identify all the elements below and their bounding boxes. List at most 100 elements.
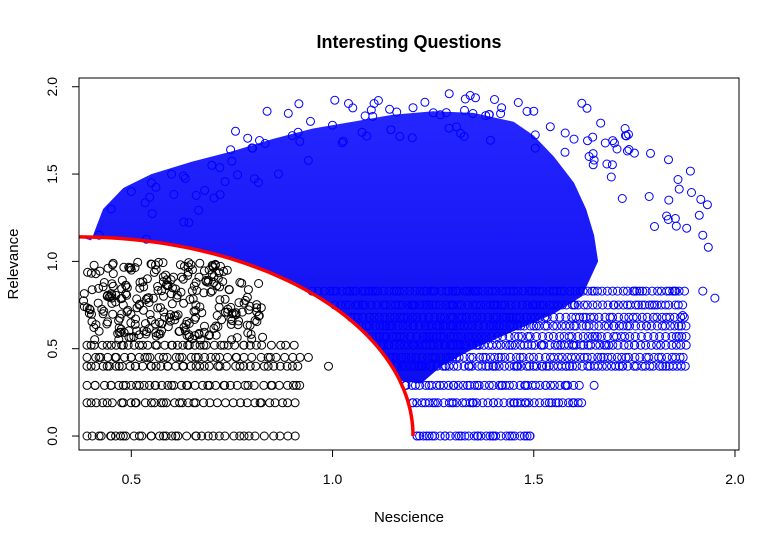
data-point	[504, 332, 514, 341]
data-point	[602, 159, 612, 169]
data-point	[167, 169, 177, 179]
data-point	[534, 352, 544, 362]
data-point	[485, 135, 495, 145]
data-point	[531, 380, 540, 390]
data-point	[448, 352, 458, 362]
data-point	[675, 352, 685, 362]
chart-title: Interesting Questions	[316, 32, 501, 52]
data-point	[661, 361, 671, 371]
data-point	[288, 380, 298, 390]
data-point	[679, 312, 689, 322]
data-point	[513, 98, 523, 107]
data-point	[676, 361, 686, 371]
data-point	[249, 380, 259, 390]
data-point	[462, 286, 472, 296]
data-point	[667, 340, 677, 350]
data-point	[530, 312, 540, 322]
data-point	[82, 398, 92, 408]
data-point	[235, 431, 245, 441]
data-point	[569, 398, 579, 408]
data-point	[462, 380, 472, 390]
data-point	[165, 313, 174, 323]
data-point	[201, 276, 211, 285]
data-point	[624, 340, 634, 350]
data-point	[710, 293, 720, 303]
data-point	[406, 352, 416, 362]
data-point	[160, 312, 169, 322]
data-point	[87, 431, 97, 441]
data-point	[361, 321, 371, 331]
data-point	[676, 340, 686, 350]
data-point	[133, 257, 143, 267]
data-point	[542, 312, 552, 322]
data-point	[138, 305, 148, 315]
data-point	[401, 352, 411, 362]
data-point	[479, 380, 489, 390]
data-point	[353, 312, 363, 322]
data-point	[395, 340, 404, 350]
data-point	[410, 380, 420, 390]
data-point	[424, 398, 434, 408]
data-point	[229, 431, 239, 441]
data-point	[494, 352, 504, 362]
data-point	[550, 340, 560, 350]
data-point	[157, 380, 167, 390]
data-point	[516, 340, 526, 350]
data-point	[173, 310, 183, 320]
data-point	[274, 169, 283, 179]
data-point	[648, 361, 658, 371]
data-point	[220, 177, 230, 187]
data-point	[489, 321, 498, 331]
data-point	[431, 352, 441, 362]
data-point	[458, 380, 468, 390]
data-point	[477, 361, 487, 371]
data-point	[200, 321, 209, 331]
data-point	[418, 312, 428, 322]
data-point	[184, 258, 194, 268]
data-point	[509, 286, 519, 296]
data-point	[644, 192, 654, 201]
data-point	[378, 321, 388, 331]
data-point	[481, 431, 491, 441]
x-tick-label: 2.0	[725, 471, 745, 487]
data-point	[448, 380, 458, 390]
data-point	[199, 288, 209, 298]
data-point	[348, 286, 358, 296]
data-point	[428, 398, 438, 408]
data-point	[516, 321, 526, 331]
data-point	[372, 300, 382, 310]
data-point	[135, 283, 145, 293]
data-point	[583, 332, 593, 341]
data-point	[330, 95, 340, 105]
data-point	[561, 361, 571, 371]
data-point	[221, 361, 231, 371]
data-point	[121, 380, 131, 390]
data-point	[649, 352, 659, 362]
data-point	[438, 361, 448, 371]
data-point	[283, 108, 293, 118]
data-point	[435, 321, 445, 331]
data-point	[166, 289, 176, 299]
data-point	[459, 352, 469, 362]
data-point	[646, 321, 656, 331]
data-point	[472, 431, 482, 441]
data-point	[439, 312, 449, 322]
data-point	[431, 300, 441, 310]
data-point	[260, 139, 270, 148]
data-point	[619, 300, 628, 310]
data-point	[195, 340, 205, 350]
data-point	[111, 361, 121, 371]
data-point	[227, 316, 237, 326]
data-point	[537, 340, 547, 350]
data-point	[499, 398, 509, 408]
data-point	[522, 361, 532, 371]
data-point	[698, 230, 708, 240]
data-point	[578, 332, 588, 341]
data-point	[412, 312, 422, 322]
data-point	[671, 340, 681, 350]
data-point	[646, 340, 656, 350]
data-point	[207, 160, 217, 170]
data-point	[635, 352, 645, 362]
data-point	[532, 300, 542, 310]
data-point	[328, 120, 337, 130]
